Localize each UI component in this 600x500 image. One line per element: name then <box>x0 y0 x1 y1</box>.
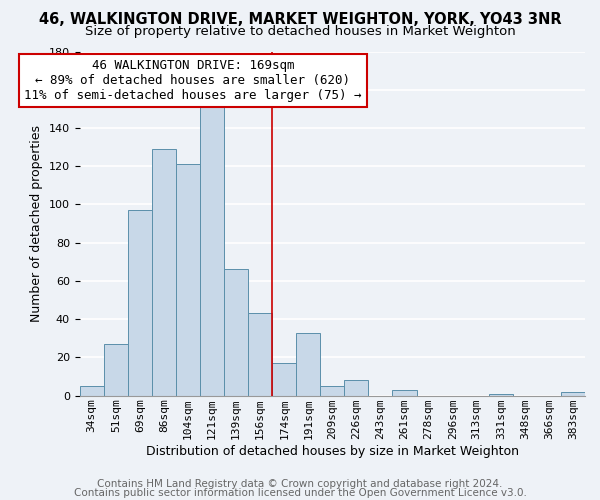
Bar <box>80 386 104 396</box>
X-axis label: Distribution of detached houses by size in Market Weighton: Distribution of detached houses by size … <box>146 444 519 458</box>
Y-axis label: Number of detached properties: Number of detached properties <box>30 125 43 322</box>
Bar <box>272 363 296 396</box>
Text: Size of property relative to detached houses in Market Weighton: Size of property relative to detached ho… <box>85 25 515 38</box>
Bar <box>200 107 224 396</box>
Text: Contains HM Land Registry data © Crown copyright and database right 2024.: Contains HM Land Registry data © Crown c… <box>97 479 503 489</box>
Bar <box>128 210 152 396</box>
Text: 46, WALKINGTON DRIVE, MARKET WEIGHTON, YORK, YO43 3NR: 46, WALKINGTON DRIVE, MARKET WEIGHTON, Y… <box>38 12 562 28</box>
Bar <box>152 149 176 396</box>
Bar <box>104 344 128 396</box>
Bar <box>344 380 368 396</box>
Bar <box>392 390 416 396</box>
Bar <box>224 270 248 396</box>
Bar <box>561 392 585 396</box>
Bar <box>320 386 344 396</box>
Bar <box>176 164 200 396</box>
Text: 46 WALKINGTON DRIVE: 169sqm
← 89% of detached houses are smaller (620)
11% of se: 46 WALKINGTON DRIVE: 169sqm ← 89% of det… <box>24 59 362 102</box>
Bar <box>248 314 272 396</box>
Text: Contains public sector information licensed under the Open Government Licence v3: Contains public sector information licen… <box>74 488 526 498</box>
Bar <box>489 394 513 396</box>
Bar <box>296 332 320 396</box>
